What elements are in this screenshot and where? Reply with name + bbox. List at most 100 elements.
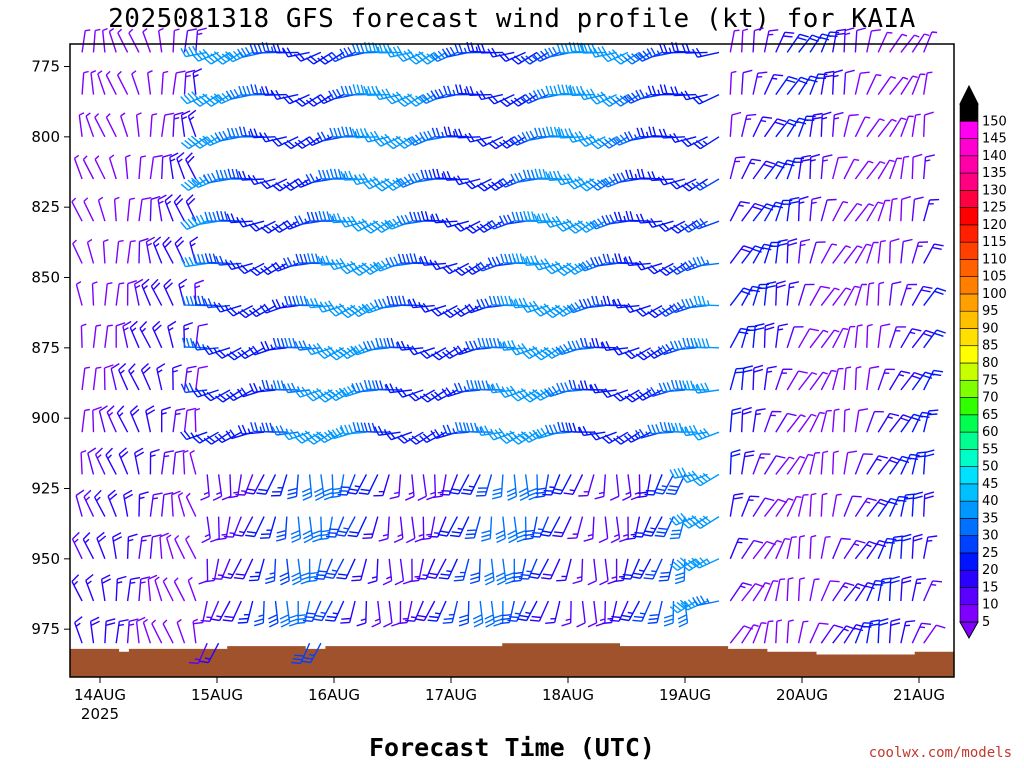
wind-barb [185,535,197,560]
wind-barb [613,211,640,222]
colorbar-label: 30 [982,529,999,544]
wind-barb [92,366,102,391]
wind-barb [630,558,652,579]
wind-barb [212,558,231,580]
wind-barb [161,112,175,137]
wind-barb [149,534,162,559]
wind-barb [176,151,186,180]
wind-barb [449,516,470,538]
wind-barb [408,431,436,445]
colorbar-segment [959,604,979,623]
colorbar-segment [959,483,979,502]
wind-barb [669,340,697,351]
x-tick-label: 19AUG [659,686,711,704]
wind-barb [126,533,138,559]
wind-barb [431,347,458,361]
wind-barb [226,127,253,138]
wind-barb [484,558,495,586]
wind-barb [692,595,720,607]
wind-barb [900,493,915,517]
wind-barb [663,600,675,627]
wind-barb [832,156,848,180]
wind-barb [105,113,117,138]
wind-barb [138,155,147,180]
wind-barb [284,295,310,307]
wind-barb [809,452,821,475]
wind-barb [763,29,779,53]
y-tick-label: 950 [31,550,60,568]
wind-barb [820,198,837,222]
wind-barb [492,474,504,500]
wind-barb [775,619,783,644]
wind-barb [729,111,742,137]
wind-barb [182,450,189,475]
wind-barb [97,196,106,222]
wind-barb [131,70,140,95]
wind-barb [923,409,939,433]
wind-barb [877,199,891,222]
wind-barb [71,531,83,560]
wind-barb [786,196,800,222]
wind-barb [237,347,265,360]
wind-barb [124,154,131,180]
colorbar-top-arrow [959,84,979,105]
wind-barb [900,283,918,306]
wind-barb [420,169,447,180]
wind-barb [249,128,276,139]
wind-barb [180,135,208,150]
wind-barb [102,239,109,264]
wind-barb [843,583,867,602]
wind-barb [669,599,697,614]
colorbar-label: 125 [982,201,1007,216]
x-tick-label: 15AUG [191,686,243,704]
colorbar-label: 90 [982,321,999,336]
wind-barb [363,422,390,433]
wind-barb [294,136,322,149]
wind-barb [498,214,526,226]
wind-barb [106,405,117,433]
wind-barb [590,383,617,394]
wind-barb [578,474,595,497]
wind-barb [115,575,127,602]
wind-barb [373,219,401,234]
wind-barb [138,491,149,517]
terrain-area [70,643,954,677]
wind-barb [177,492,186,517]
wind-barb [96,531,107,560]
wind-barb [900,328,922,349]
wind-barb [507,600,527,622]
x-tick-label: 18AUG [542,686,594,704]
wind-barb [405,600,424,622]
wind-barb [283,178,310,191]
wind-barb [681,557,708,572]
wind-barb [642,516,663,537]
wind-barb [877,368,895,391]
wind-barb [318,516,333,541]
wind-barb [487,93,515,105]
wind-barb [362,340,390,351]
wind-barb [314,558,333,580]
wind-barb [832,367,844,391]
wind-barb [775,323,788,348]
wind-barb [563,474,584,495]
wind-barb [300,558,311,585]
wind-barb [363,379,390,391]
colorbar-segment [959,138,979,157]
wind-barb [215,389,242,403]
wind-barb [763,160,788,180]
wind-barb [866,410,884,433]
wind-barb [533,212,560,224]
wind-barb [775,456,795,475]
wind-barb [290,516,302,544]
wind-barb [476,425,503,436]
wind-barb [578,260,606,272]
wind-barb [149,113,158,137]
wind-barb [438,558,459,580]
wind-barb [832,28,847,53]
wind-barb [763,498,788,518]
wind-barb [161,492,174,517]
colorbar-label: 150 [982,114,1007,129]
wind-barb [325,600,345,622]
wind-barb [692,382,720,394]
colorbar-segment [959,224,979,243]
